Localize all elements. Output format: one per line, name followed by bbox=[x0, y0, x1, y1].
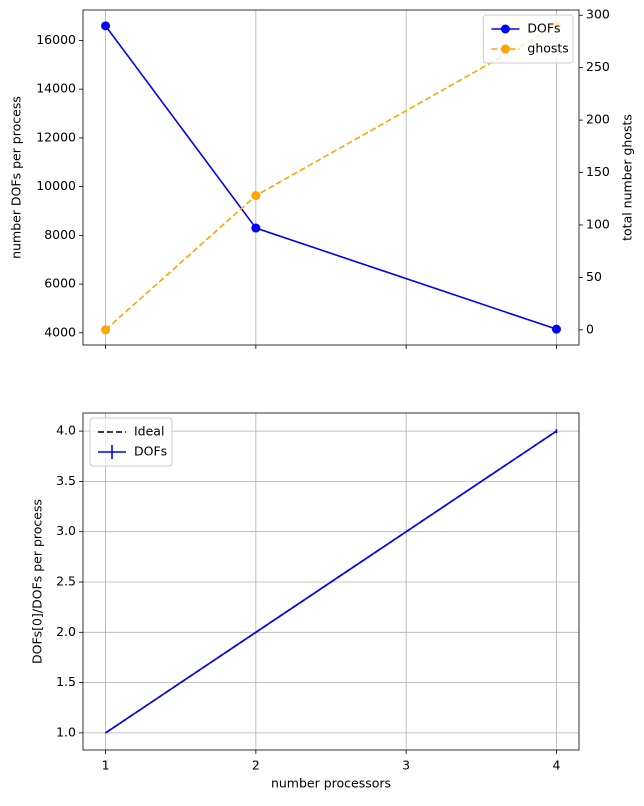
y2-tick-label: 50 bbox=[586, 269, 602, 284]
y-axis-label: DOFs[0]/DOFs per process bbox=[30, 499, 45, 664]
y-tick-label: 2.0 bbox=[56, 624, 76, 639]
y-tick-label: 12000 bbox=[36, 129, 76, 144]
axes-frame bbox=[82, 412, 580, 751]
series-line bbox=[104, 25, 557, 330]
data-point bbox=[251, 191, 261, 201]
y-axis-label: number DOFs per process bbox=[9, 96, 24, 259]
x-axis-label: number processors bbox=[271, 776, 391, 791]
y-tick-label: 6000 bbox=[44, 276, 76, 291]
y2-tick-label: 300 bbox=[586, 7, 610, 22]
legend: DOFs ghosts bbox=[482, 14, 574, 64]
y2-axis-label: total number ghosts bbox=[620, 114, 635, 241]
data-point bbox=[251, 223, 261, 233]
legend-marker bbox=[500, 44, 510, 54]
y-tick-label: 8000 bbox=[44, 227, 76, 242]
legend-marker bbox=[500, 24, 510, 34]
series-line bbox=[105, 25, 557, 331]
y-tick-label: 2.5 bbox=[56, 574, 76, 589]
data-point bbox=[101, 21, 111, 31]
y2-tick-label: 100 bbox=[586, 216, 610, 231]
data-point bbox=[551, 324, 561, 334]
y-tick-label: 4.0 bbox=[56, 423, 76, 438]
y2-tick-label: 200 bbox=[586, 112, 610, 127]
y-tick-label: 16000 bbox=[36, 32, 76, 47]
x-tick-label: 2 bbox=[252, 758, 260, 773]
legend-label: DOFs bbox=[527, 21, 560, 36]
legend-label: ghosts bbox=[527, 41, 568, 56]
y-tick-label: 3.0 bbox=[56, 523, 76, 538]
series-line bbox=[105, 430, 557, 734]
x-tick-label: 3 bbox=[402, 758, 410, 773]
legend-label: Ideal bbox=[134, 424, 164, 439]
y2-tick-label: 250 bbox=[586, 59, 610, 74]
y-tick-label: 14000 bbox=[36, 81, 76, 96]
x-tick-label: 4 bbox=[552, 758, 560, 773]
legend-box bbox=[89, 417, 173, 467]
y2-tick-label: 0 bbox=[586, 321, 594, 336]
data-point bbox=[101, 325, 111, 335]
legend-label: DOFs bbox=[134, 444, 167, 459]
y-tick-label: 1.5 bbox=[56, 674, 76, 689]
y-tick-label: 3.5 bbox=[56, 473, 76, 488]
axes-frame bbox=[82, 9, 580, 346]
y-tick-label: 1.0 bbox=[56, 724, 76, 739]
y2-tick-label: 150 bbox=[586, 164, 610, 179]
x-tick-label: 1 bbox=[102, 758, 110, 773]
legend: Ideal DOFs bbox=[89, 417, 173, 467]
y-tick-label: 4000 bbox=[44, 324, 76, 339]
y-tick-label: 10000 bbox=[36, 178, 76, 193]
